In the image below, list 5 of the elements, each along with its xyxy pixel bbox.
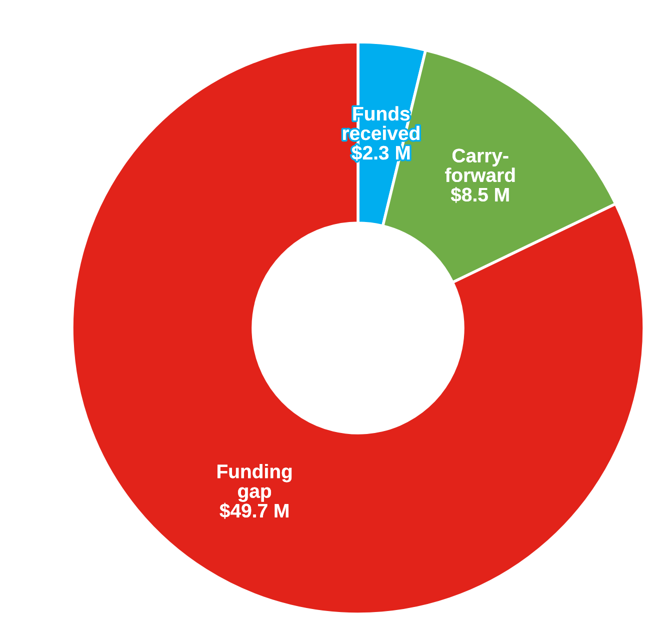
donut-slice — [70, 40, 646, 616]
data-label: $8.5 M — [450, 186, 509, 203]
slice-label: Funding gap — [218, 464, 292, 502]
slice-label: Carry- forward — [445, 148, 515, 182]
data-label: $49.7 M — [220, 502, 288, 519]
